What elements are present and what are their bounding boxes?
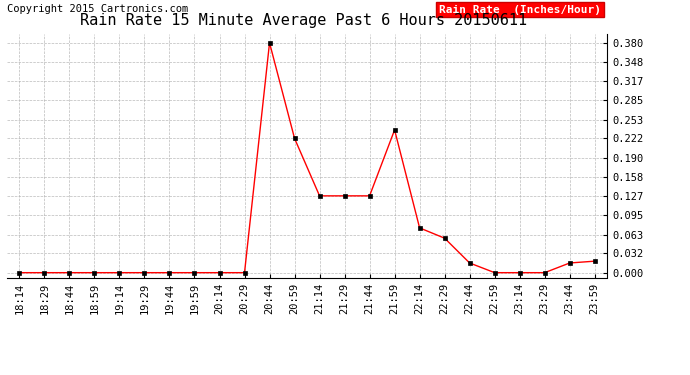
Text: Rain Rate  (Inches/Hour): Rain Rate (Inches/Hour): [439, 4, 601, 15]
Text: Rain Rate 15 Minute Average Past 6 Hours 20150611: Rain Rate 15 Minute Average Past 6 Hours…: [80, 13, 527, 28]
Text: Copyright 2015 Cartronics.com: Copyright 2015 Cartronics.com: [7, 4, 188, 15]
